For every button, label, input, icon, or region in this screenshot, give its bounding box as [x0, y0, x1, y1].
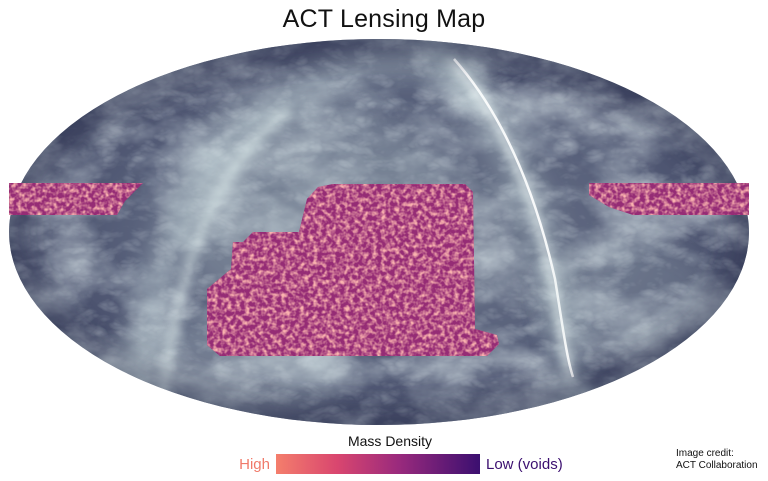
legend-title: Mass Density	[347, 433, 433, 449]
legend-high-label: High	[239, 456, 270, 473]
legend-low-label: Low (voids)	[486, 456, 563, 473]
map-title: ACT Lensing Map	[282, 5, 486, 33]
lensing-map	[9, 39, 749, 425]
density-colorbar	[276, 454, 480, 474]
image-credit: Image credit: ACT Collaboration	[676, 448, 766, 472]
credit-line-1: Image credit:	[676, 448, 734, 459]
mollweide-sky-map	[9, 39, 749, 425]
credit-line-2: ACT Collaboration	[676, 460, 758, 471]
